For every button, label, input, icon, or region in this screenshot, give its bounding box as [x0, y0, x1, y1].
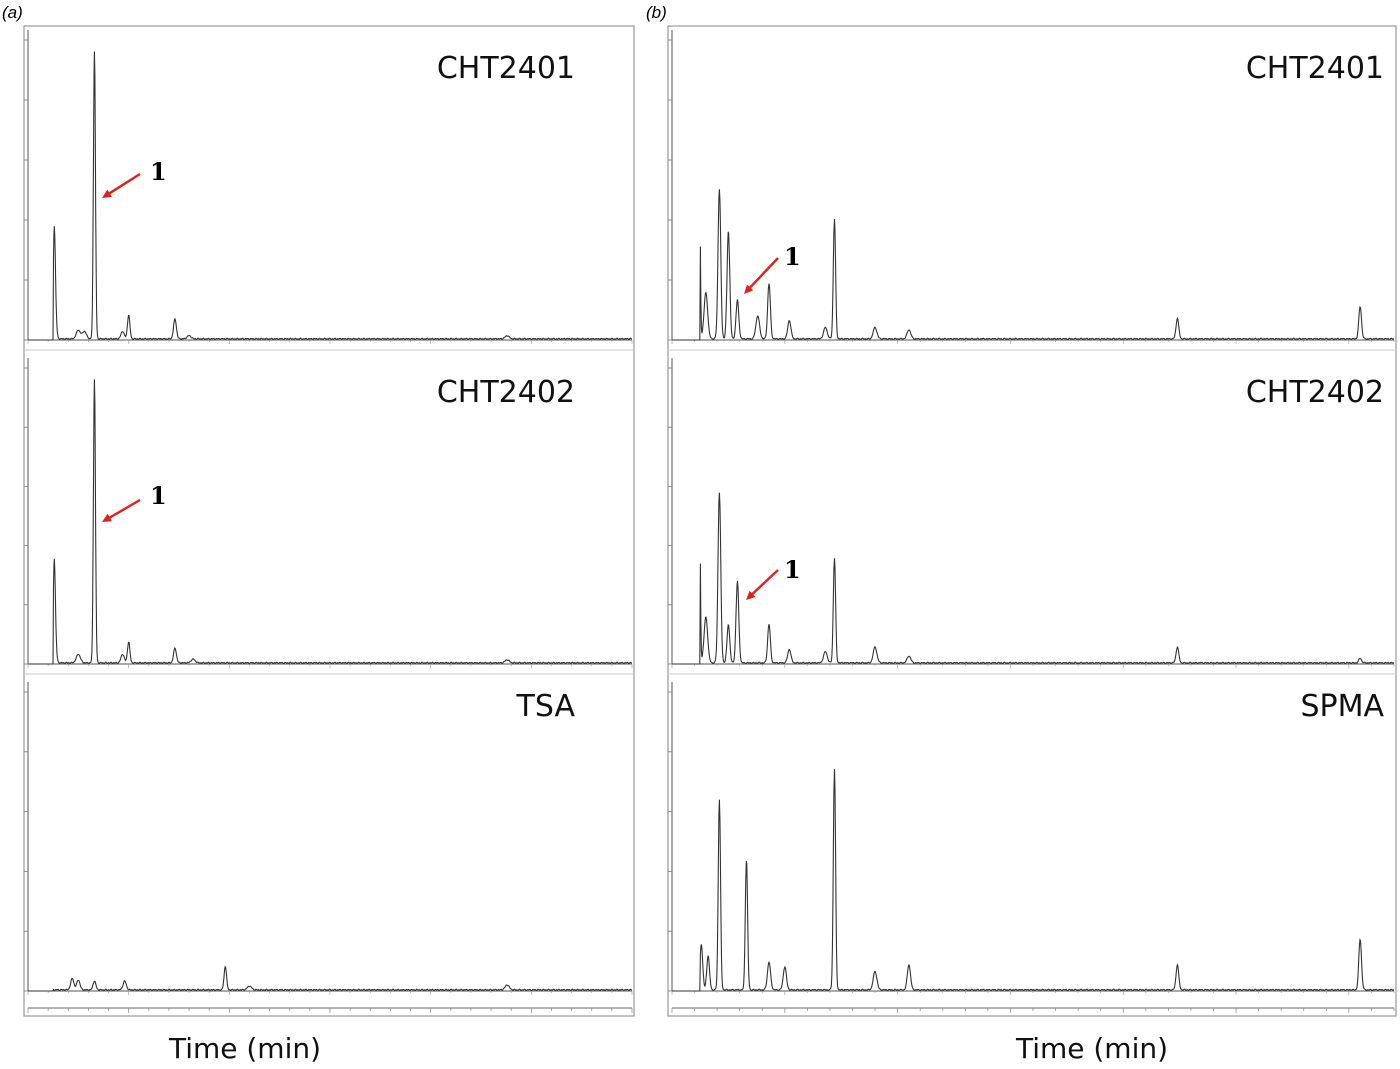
panel-a-x-axis-label: Time (min): [168, 1032, 321, 1065]
peak-point: [1177, 965, 1178, 966]
peak-point: [908, 330, 909, 331]
peak-point: [789, 321, 790, 322]
peak-point: [699, 390, 700, 391]
peak-point: [128, 316, 129, 317]
annotation-arrow-line: [106, 172, 141, 196]
peak-point: [1360, 307, 1361, 308]
peak-point: [1360, 940, 1361, 941]
peak-point: [78, 331, 79, 332]
panel-a: CHT2401 1 CHT2402 1 TSA: [23, 25, 635, 1017]
trace-label: TSA: [516, 689, 576, 724]
peak-point: [507, 336, 508, 337]
peak-point: [174, 319, 175, 320]
annotation-arrow-head: [746, 590, 756, 600]
peak-point: [72, 979, 73, 980]
peak-point: [719, 800, 720, 801]
peak-point: [78, 655, 79, 656]
peak-point: [728, 625, 729, 626]
peak-point: [834, 559, 835, 560]
peak-point: [94, 380, 95, 381]
peak-point: [708, 956, 709, 957]
panel-b-frame: [667, 25, 1397, 1017]
peak-point: [124, 982, 125, 983]
panel-b-x-axis-label: Time (min): [1015, 1032, 1168, 1065]
peak-point: [699, 86, 700, 87]
peak-point: [1177, 319, 1178, 320]
peak-point: [701, 944, 702, 945]
chromatogram-trace-tsa: [28, 965, 633, 992]
peak-point: [55, 639, 56, 640]
peak-point: [122, 655, 123, 656]
peak-point: [54, 577, 55, 578]
peak-point: [757, 316, 758, 317]
peak-point: [825, 328, 826, 329]
annotation-arrow-head: [744, 284, 754, 294]
annotation-arrow-line: [749, 569, 779, 597]
peak-point: [193, 660, 194, 661]
peak-point: [54, 249, 55, 250]
peak-point: [719, 493, 720, 494]
peak-point: [834, 770, 835, 771]
trace-label: CHT2401: [1246, 51, 1384, 86]
peak-point: [174, 649, 175, 650]
peak-point: [128, 642, 129, 643]
peak-point: [189, 336, 190, 337]
peak-annotation-label: 1: [784, 242, 801, 271]
peak-point: [784, 967, 785, 968]
peak-point: [1177, 648, 1178, 649]
trace-label: CHT2402: [1246, 375, 1384, 410]
peak-point: [834, 219, 835, 220]
chromatogram-trace-cht2402: [28, 379, 633, 665]
chromatogram-trace-cht2401: [672, 189, 1395, 341]
trace-label: SPMA: [1300, 689, 1384, 724]
peak-point: [55, 308, 56, 309]
annotation-arrow-line: [747, 257, 779, 291]
chromatogram-trace-cht2402: [672, 492, 1395, 665]
peak-point: [507, 985, 508, 986]
peak-point: [875, 328, 876, 329]
peak-point: [746, 859, 747, 860]
peak-point: [875, 648, 876, 649]
peak-point: [78, 980, 79, 981]
peak-point: [122, 332, 123, 333]
annotation-arrow-head: [102, 513, 112, 522]
peak-point: [84, 332, 85, 333]
peak-point: [737, 300, 738, 301]
panel-a-letter: (a): [2, 3, 23, 22]
trace-label: CHT2402: [437, 375, 575, 410]
peak-point: [719, 189, 720, 190]
chromatogram-trace-cht2401: [28, 51, 633, 341]
peak-point: [908, 965, 909, 966]
peak-point: [249, 987, 250, 988]
peak-point: [94, 982, 95, 983]
peak-annotation-label: 1: [150, 157, 167, 186]
panel-b: CHT2401 1 CHT2402 1 SPMA: [667, 25, 1397, 1017]
peak-point: [768, 963, 769, 964]
annotation-arrow-head: [102, 189, 112, 198]
panel-a-frame: [23, 25, 635, 1017]
panel-b-letter: (b): [646, 3, 667, 22]
peak-point: [705, 618, 706, 619]
trace-label: CHT2401: [437, 51, 575, 86]
peak-point: [825, 652, 826, 653]
peak-point: [507, 660, 508, 661]
peak-point: [768, 284, 769, 285]
peak-point: [768, 625, 769, 626]
peak-point: [728, 231, 729, 232]
peak-point: [225, 967, 226, 968]
peak-point: [875, 972, 876, 973]
peak-point: [1360, 659, 1361, 660]
peak-point: [908, 657, 909, 658]
peak-point: [705, 293, 706, 294]
peak-point: [94, 52, 95, 53]
peak-point: [737, 581, 738, 582]
chromatogram-trace-spma: [672, 769, 1395, 992]
peak-annotation-label: 1: [150, 481, 167, 510]
peak-annotation-label: 1: [784, 555, 801, 584]
annotation-arrow-line: [106, 498, 141, 521]
peak-point: [789, 650, 790, 651]
